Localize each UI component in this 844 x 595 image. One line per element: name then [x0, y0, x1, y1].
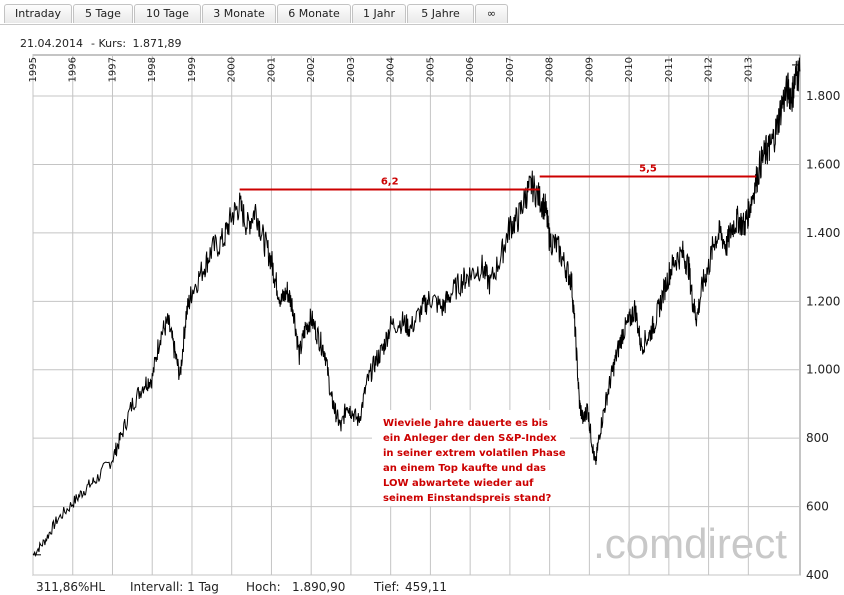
- horizontal-grid: [33, 95, 800, 576]
- kurs-label: - Kurs:: [90, 37, 127, 50]
- tab-3-monate[interactable]: 3 Monate: [202, 4, 276, 23]
- tab-5-tage[interactable]: 5 Tage: [73, 4, 133, 23]
- x-tick-label: 2013: [743, 57, 754, 82]
- comdirect-watermark: .comdirect: [593, 520, 787, 567]
- x-tick-label: 2008: [545, 57, 556, 82]
- question-line: Wieviele Jahre dauerte es bis: [383, 418, 548, 429]
- recovery-years-label: 5,5: [639, 163, 657, 174]
- x-tick-label: 2001: [266, 57, 277, 82]
- quote-date: 21.04.2014: [20, 37, 83, 50]
- x-tick-labels: 1995 1996 1997 1998 1999 2000 2001 2002 2003 2004…: [28, 57, 754, 82]
- question-line: seinem Einstandspreis stand?: [383, 493, 552, 504]
- x-tick-label: 2005: [425, 57, 436, 82]
- tab-1-jahr[interactable]: 1 Jahr: [352, 4, 406, 23]
- y-tick-label: 1.200: [806, 294, 840, 308]
- question-box: [372, 410, 570, 506]
- tab-10-tage[interactable]: 10 Tage: [134, 4, 201, 23]
- tab-max[interactable]: ∞: [475, 4, 508, 23]
- price-chart: .comdirect 6,2 5,5 1995 1996 1997 1998 1999 20…: [28, 54, 840, 580]
- y-tick-label: 1.400: [806, 226, 840, 240]
- x-tick-label: 2004: [386, 57, 397, 82]
- y-tick-label: 400: [806, 568, 829, 580]
- tab-6-monate[interactable]: 6 Monate: [277, 4, 351, 23]
- period-tab-bar: Intraday 5 Tage 10 Tage 3 Monate 6 Monat…: [0, 0, 844, 25]
- question-line: LOW abwartete wieder auf: [383, 478, 534, 489]
- y-tick-label: 800: [806, 431, 829, 445]
- hoch-value: 1.890,90: [292, 580, 346, 594]
- question-annotation: Wieviele Jahre dauerte es bis ein Anleger…: [372, 410, 570, 506]
- recovery-years-label: 6,2: [381, 176, 399, 187]
- x-tick-label: 2010: [624, 57, 635, 82]
- price-line: [32, 57, 801, 558]
- x-tick-label: 2006: [465, 57, 476, 82]
- x-tick-label: 1998: [147, 57, 158, 82]
- x-tick-label: 1999: [187, 57, 198, 82]
- tab-5-jahre[interactable]: 5 Jahre: [407, 4, 474, 23]
- y-tick-label: 600: [806, 500, 829, 514]
- stats-footer: 311,86%HL Intervall: 1 Tag Hoch: 1.890,9…: [0, 580, 844, 595]
- annotations: 6,2 5,5: [239, 163, 757, 191]
- y-tick-label: 1.000: [806, 363, 840, 377]
- interval-label: Intervall: 1 Tag: [130, 580, 219, 594]
- price-series: [32, 57, 801, 558]
- question-line: in seiner extrem volatilen Phase: [383, 448, 566, 459]
- x-tick-label: 1995: [28, 57, 39, 82]
- hoch-label: Hoch:: [246, 580, 281, 594]
- x-tick-label: 1996: [68, 57, 79, 82]
- tief-value: 459,11: [405, 580, 447, 594]
- x-tick-label: 2000: [227, 57, 238, 82]
- question-line: ein Anleger der den S&P-Index: [383, 433, 557, 444]
- x-tick-label: 2011: [664, 57, 675, 82]
- tab-intraday[interactable]: Intraday: [4, 4, 72, 23]
- x-tick-label: 2003: [346, 57, 357, 82]
- x-tick-label: 2012: [704, 57, 715, 82]
- y-tick-labels: 400 600 800 1.000 1.200 1.400 1.600 1.800: [806, 89, 840, 580]
- x-tick-label: 2009: [584, 57, 595, 82]
- hl-percent: 311,86%HL: [36, 580, 106, 594]
- question-line: an einem Top kaufte und das: [383, 463, 546, 474]
- y-tick-label: 1.600: [806, 157, 840, 171]
- y-tick-label: 1.800: [806, 89, 840, 103]
- quote-info: 21.04.2014 - Kurs: 1.871,89: [20, 37, 182, 50]
- x-tick-label: 2007: [505, 57, 516, 82]
- x-tick-label: 1997: [107, 57, 118, 82]
- tief-label: Tief:: [374, 580, 400, 594]
- x-tick-label: 2002: [306, 57, 317, 82]
- kurs-value: 1.871,89: [132, 37, 182, 50]
